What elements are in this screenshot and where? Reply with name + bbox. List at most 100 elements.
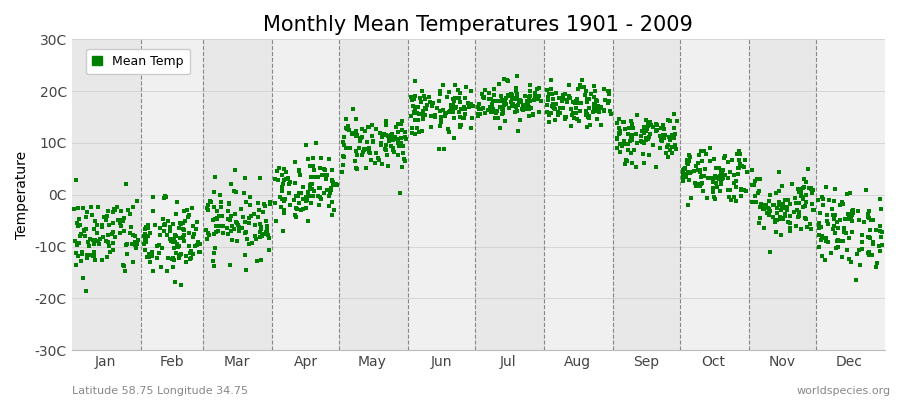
Point (86, 252, 100, 259)
Point (234, 206, 248, 212)
Point (464, 88, 479, 94)
Point (771, 169, 786, 176)
Point (753, 201, 768, 207)
Point (314, 155, 328, 161)
Point (253, 234, 267, 240)
Point (238, 198, 253, 205)
Point (387, 149, 401, 155)
Point (697, 147, 711, 154)
Point (776, 216, 790, 222)
Point (718, 152, 733, 159)
Point (634, 138, 649, 145)
Point (707, 174, 722, 180)
Point (150, 242, 165, 249)
Point (639, 137, 653, 144)
Point (302, 163, 317, 169)
Point (613, 149, 627, 156)
Point (152, 242, 166, 248)
Point (436, 82, 450, 88)
Point (282, 180, 296, 187)
Point (268, 200, 283, 206)
Point (485, 106, 500, 112)
Point (563, 123, 578, 129)
Point (590, 97, 604, 103)
Point (804, 225, 818, 232)
Point (289, 204, 303, 211)
Point (658, 132, 672, 138)
Point (558, 91, 572, 97)
Point (77, 233, 92, 239)
Point (472, 106, 486, 112)
Point (695, 158, 709, 164)
Point (138, 226, 152, 232)
Point (444, 102, 458, 109)
Point (349, 132, 364, 139)
Point (78, 288, 93, 294)
Point (854, 246, 868, 253)
Point (739, 169, 753, 176)
Point (738, 157, 752, 163)
Point (364, 133, 379, 140)
Point (501, 92, 516, 98)
Point (635, 128, 650, 134)
Point (795, 226, 809, 232)
Point (695, 180, 709, 187)
Point (580, 99, 595, 106)
Point (712, 165, 726, 171)
Point (583, 122, 598, 128)
Point (263, 198, 277, 205)
Point (436, 146, 451, 152)
Point (239, 236, 254, 242)
Point (625, 136, 639, 142)
Point (806, 207, 821, 214)
Point (248, 236, 263, 242)
Point (94, 224, 109, 230)
Point (495, 97, 509, 104)
Point (544, 90, 559, 97)
Point (644, 118, 658, 125)
Point (560, 96, 574, 103)
Point (501, 93, 516, 100)
Point (327, 207, 341, 214)
Point (113, 208, 128, 214)
Point (682, 170, 697, 176)
Point (540, 102, 554, 108)
Point (108, 234, 122, 240)
Point (693, 167, 707, 173)
Point (338, 145, 353, 152)
Point (782, 224, 796, 231)
Point (416, 112, 430, 118)
Point (818, 257, 832, 263)
Point (382, 137, 396, 144)
Point (698, 150, 713, 157)
Point (108, 207, 122, 213)
Point (798, 215, 813, 221)
Point (517, 102, 531, 108)
Point (515, 106, 529, 112)
Point (726, 180, 741, 186)
Point (861, 210, 876, 217)
Point (641, 136, 655, 142)
Point (874, 205, 888, 212)
Point (451, 95, 465, 101)
Point (302, 185, 317, 192)
Point (579, 88, 593, 94)
Point (339, 125, 354, 132)
Point (828, 230, 842, 236)
Point (292, 200, 307, 206)
Point (712, 176, 726, 182)
Point (353, 138, 367, 144)
Point (180, 206, 194, 213)
Point (213, 204, 228, 210)
Point (752, 220, 767, 227)
Point (100, 254, 114, 260)
Point (117, 268, 131, 274)
Point (144, 250, 158, 257)
Point (301, 218, 315, 224)
Point (238, 174, 252, 181)
Point (304, 174, 319, 180)
Point (618, 157, 633, 163)
Point (361, 124, 375, 130)
Point (303, 182, 318, 188)
Point (638, 128, 652, 134)
